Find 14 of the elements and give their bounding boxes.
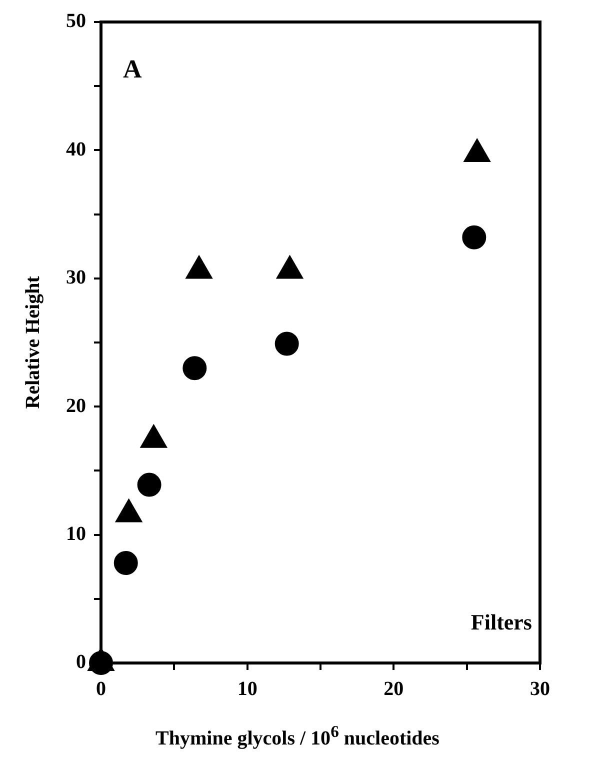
y-tick-label: 10 [66, 522, 86, 545]
y-tick-label: 30 [66, 266, 86, 289]
y-tick-label: 20 [66, 394, 86, 417]
annotation: A [123, 54, 142, 84]
y-tick-label: 50 [66, 10, 86, 32]
y-tick-label: 0 [76, 651, 86, 674]
annotation: Filters [470, 610, 532, 635]
y-tick-label: 40 [66, 138, 86, 160]
x-axis-title: Thymine glycols / 10$^{6}$ nucleotides [154, 722, 440, 751]
x-tick-label: 0 [96, 678, 106, 700]
y-axis-title: Relative Height [22, 276, 44, 409]
x-tick-label: 20 [384, 678, 404, 700]
x-tick-label: 10 [237, 678, 258, 700]
x-tick-label: 30 [530, 678, 550, 700]
